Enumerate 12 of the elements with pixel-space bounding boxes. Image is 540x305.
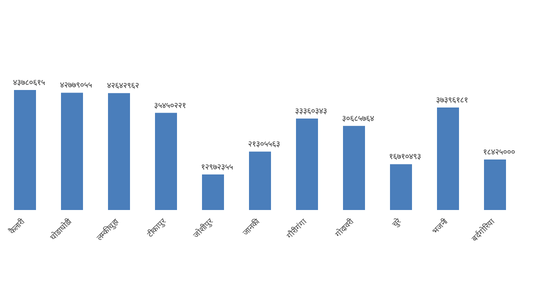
data-label: ४२७७९०५५ [60,80,92,90]
data-label: ४३७८०६१५ [13,78,45,87]
data-label: ३५४५०२२१ [154,100,186,110]
x-tick-label: चुरे [390,216,404,230]
data-label: ३०६८५७६४ [342,114,374,123]
data-label: १६७१०४९३ [389,152,421,162]
data-label: ३७३९६१८१ [436,96,468,104]
data-label: २१३०५५६३ [248,140,280,149]
data-label: १८४२५००० [483,148,515,156]
data-label: ३३३६०३४३ [295,106,327,116]
data-label: ४२६४२९६२ [107,81,139,90]
data-label: १२९७२३५५ [201,162,233,172]
